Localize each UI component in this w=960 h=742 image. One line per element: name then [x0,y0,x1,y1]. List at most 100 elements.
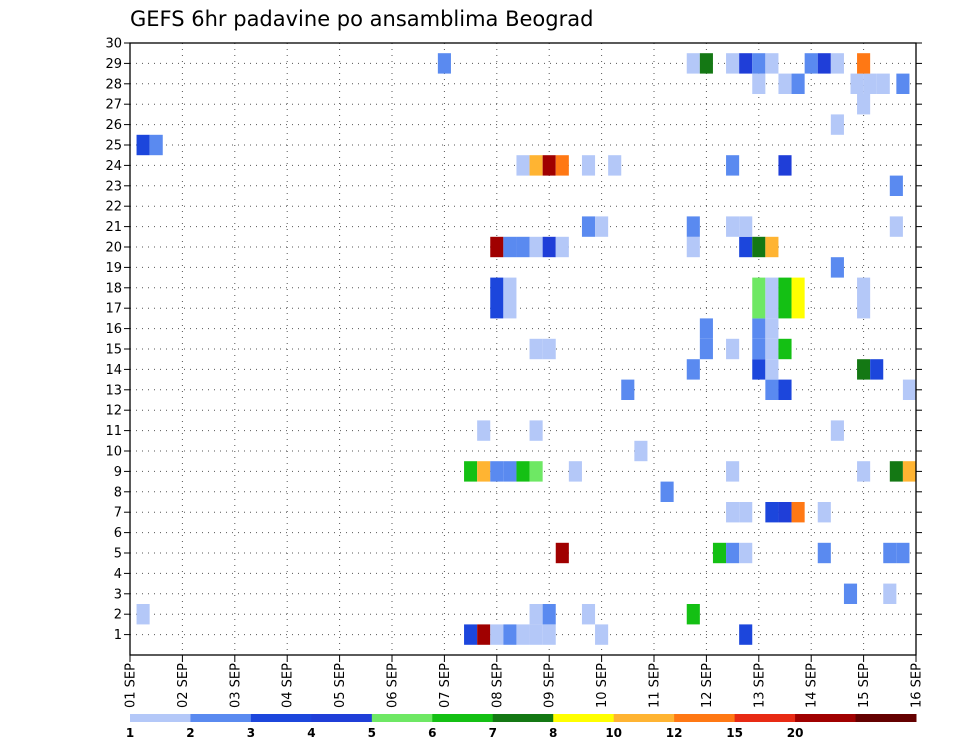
heatmap-cell [503,277,517,298]
y-tick-label: 29 [105,57,122,72]
x-tick-label: 13 SEP [752,663,767,708]
y-tick-label: 12 [105,404,122,419]
heatmap-cell [830,257,844,278]
legend-swatch [734,714,796,722]
y-tick-label: 8 [114,485,122,500]
heatmap-cell [490,298,504,319]
heatmap-cell [595,624,609,645]
x-tick-label: 06 SEP [386,663,401,708]
heatmap-cell [477,624,491,645]
heatmap-cell [490,236,504,258]
heatmap-cell [752,277,766,298]
heatmap-cell [686,604,700,625]
heatmap-cell [621,379,635,400]
heatmap-cell [791,73,805,94]
heatmap-cell [752,236,766,258]
heatmap-cell [857,461,871,482]
heatmap-cell [568,461,582,482]
heatmap-cell [765,53,779,74]
x-tick-label: 12 SEP [700,663,715,708]
y-tick-label: 17 [105,302,122,317]
y-tick-label: 20 [105,241,122,256]
heatmap-cell [490,277,504,298]
heatmap-cell [739,502,753,523]
y-tick-label: 10 [105,445,122,460]
heatmap-cell [817,542,831,564]
heatmap-cell [752,298,766,319]
y-tick-label: 21 [105,220,122,235]
legend-swatch [311,714,373,722]
heatmap-cell [529,624,543,645]
y-tick-label: 27 [105,98,122,113]
heatmap-cell [857,94,871,115]
y-tick-label: 19 [105,261,122,276]
heatmap-cell [136,134,150,156]
heatmap-cell [581,216,596,237]
heatmap-cell [529,604,543,625]
heatmap-cell [857,53,871,74]
legend-swatch [613,714,675,722]
heatmap-cell [778,73,792,94]
legend-label: 15 [726,726,743,740]
y-tick-label: 22 [105,200,122,215]
heatmap-cell [555,236,569,258]
x-tick-label: 01 SEP [124,663,139,708]
heatmap-cell [778,379,792,400]
heatmap-cell [870,359,884,380]
heatmap-cell [726,155,740,176]
x-tick-label: 16 SEP [910,663,925,708]
heatmap-cell [542,236,556,258]
heatmap-cell [555,155,569,176]
y-axis: 1234567891011121314151617181920212223242… [105,37,922,643]
heatmap-cell [843,583,858,604]
heatmap-cell [817,502,831,523]
heatmap-cell [778,338,792,360]
heatmap-cell [595,216,609,237]
heatmap-cell [686,359,700,380]
x-tick-label: 09 SEP [543,663,558,708]
legend-swatch [492,714,554,722]
heatmap-cell [503,236,517,258]
y-tick-label: 9 [114,465,122,480]
y-tick-label: 13 [105,383,122,398]
legend-swatch [795,714,857,722]
heatmap-cell [660,481,674,502]
legend-label: 1 [126,726,134,740]
heatmap-cell [850,73,864,94]
heatmap-cell [857,298,871,319]
heatmap-cell [830,53,844,74]
y-tick-label: 7 [114,506,122,521]
legend-label: 10 [605,726,622,740]
grid-lines [130,43,916,655]
legend-swatch [250,714,312,722]
heatmap-cell [529,155,543,176]
heatmap-cell [581,604,596,625]
y-tick-label: 3 [114,587,122,602]
heatmap-cell [765,236,779,258]
heatmap-cell [765,338,779,360]
legend-label: 6 [428,726,436,740]
heatmap-cell [503,298,517,319]
heatmap-cell [542,604,556,625]
heatmap-cell [752,318,766,339]
plot-frame [129,42,917,656]
y-tick-label: 6 [114,526,122,541]
heatmap-cell [516,155,530,176]
legend-label: 8 [549,726,557,740]
heatmap-cell [765,318,779,339]
legend-swatch [674,714,736,722]
heatmap-cell [686,236,700,258]
color-legend: 1 2 3 4 5 6 7 8 10 12 15 20 [126,714,917,740]
legend-swatch [855,714,917,722]
heatmap-cell [902,461,916,482]
heatmap-cell [765,359,779,380]
heatmap-cell [902,379,916,400]
legend-swatch [190,714,252,722]
legend-label: 20 [787,726,804,740]
heatmap-cell [726,542,740,564]
heatmap-cell [464,624,478,645]
x-tick-label: 15 SEP [857,663,872,708]
heatmap-cell [503,461,517,482]
heatmap-cell [490,461,504,482]
legend-label: 2 [186,726,194,740]
